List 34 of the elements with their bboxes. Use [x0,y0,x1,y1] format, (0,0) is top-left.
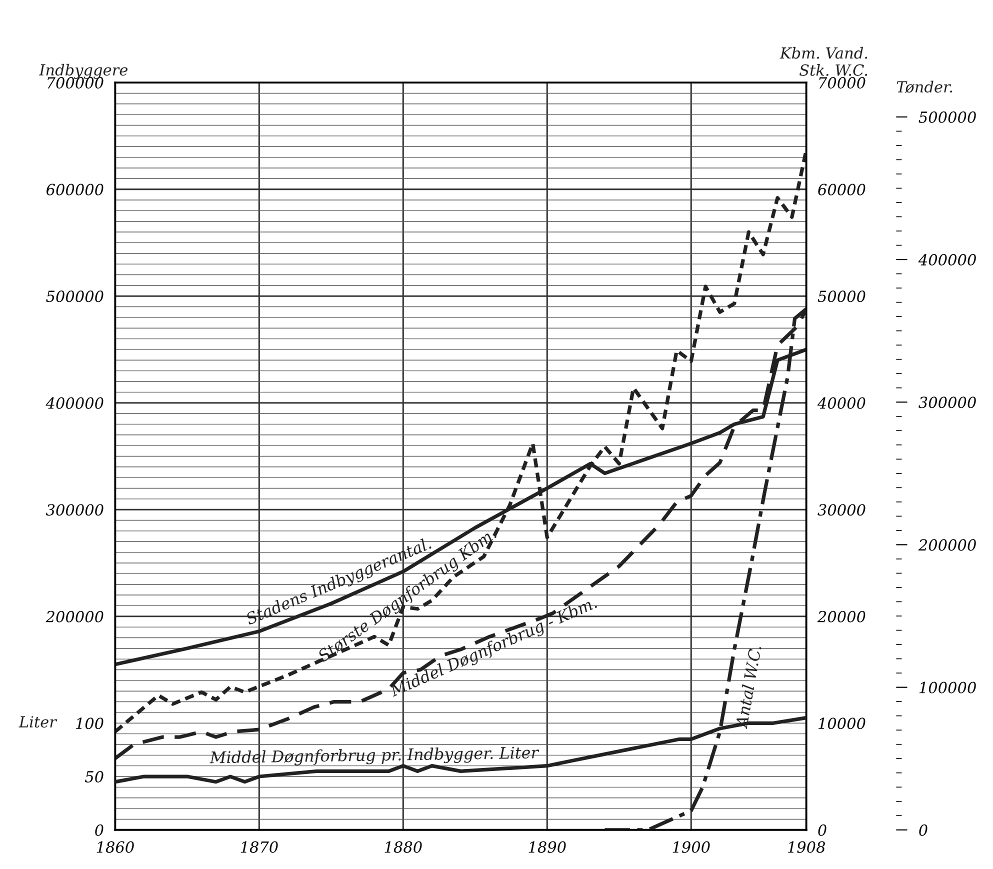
y3-tick-label: 50 [84,770,104,783]
y2-tick-label: 20000 [817,610,866,622]
y-tick-label: 200000 [46,610,104,622]
text: 200000 [918,539,976,551]
text: 300000 [918,396,976,408]
x-tick-label: 1908 [788,841,825,853]
x-tick-label: 1860 [96,841,134,853]
text: 500000 [918,111,976,123]
y2-axis-title: Kbm. Vand. Stk. W.C. [780,46,868,76]
text: 400000 [918,254,976,266]
y-tick-label: 400000 [46,397,104,409]
x-tick-label: 1900 [672,841,710,853]
x-tick-label: 1890 [528,841,566,853]
y-axis-title: Indbyggere [38,64,128,79]
text: 0 [919,824,928,836]
y-tick-label: 600000 [46,184,104,196]
x-tick-label: 1880 [384,841,422,853]
y2-tick-label: 40000 [817,397,866,409]
text: Tønder. [896,80,952,94]
y-tick-label: 300000 [46,504,104,516]
text: Antal W.C. [734,645,762,730]
y2-tick-label: 0 [818,824,826,836]
text: 100000 [919,682,976,694]
y-tick-label: 700000 [48,77,104,89]
y2-tick-label: 50000 [818,290,866,302]
y2-tick-label: 60000 [818,184,866,196]
y3-tick-label: 100 [76,718,104,730]
y-tick-label: 500000 [46,290,104,302]
y3-axis-title: Liter [18,716,58,728]
x-tick-label: 1870 [240,841,278,853]
y2-tick-label: 10000 [818,718,866,730]
y2-tick-label: 70000 [819,77,866,89]
y2-tick-label: 30000 [818,504,866,516]
y3-tick-label: 0 [95,824,104,836]
